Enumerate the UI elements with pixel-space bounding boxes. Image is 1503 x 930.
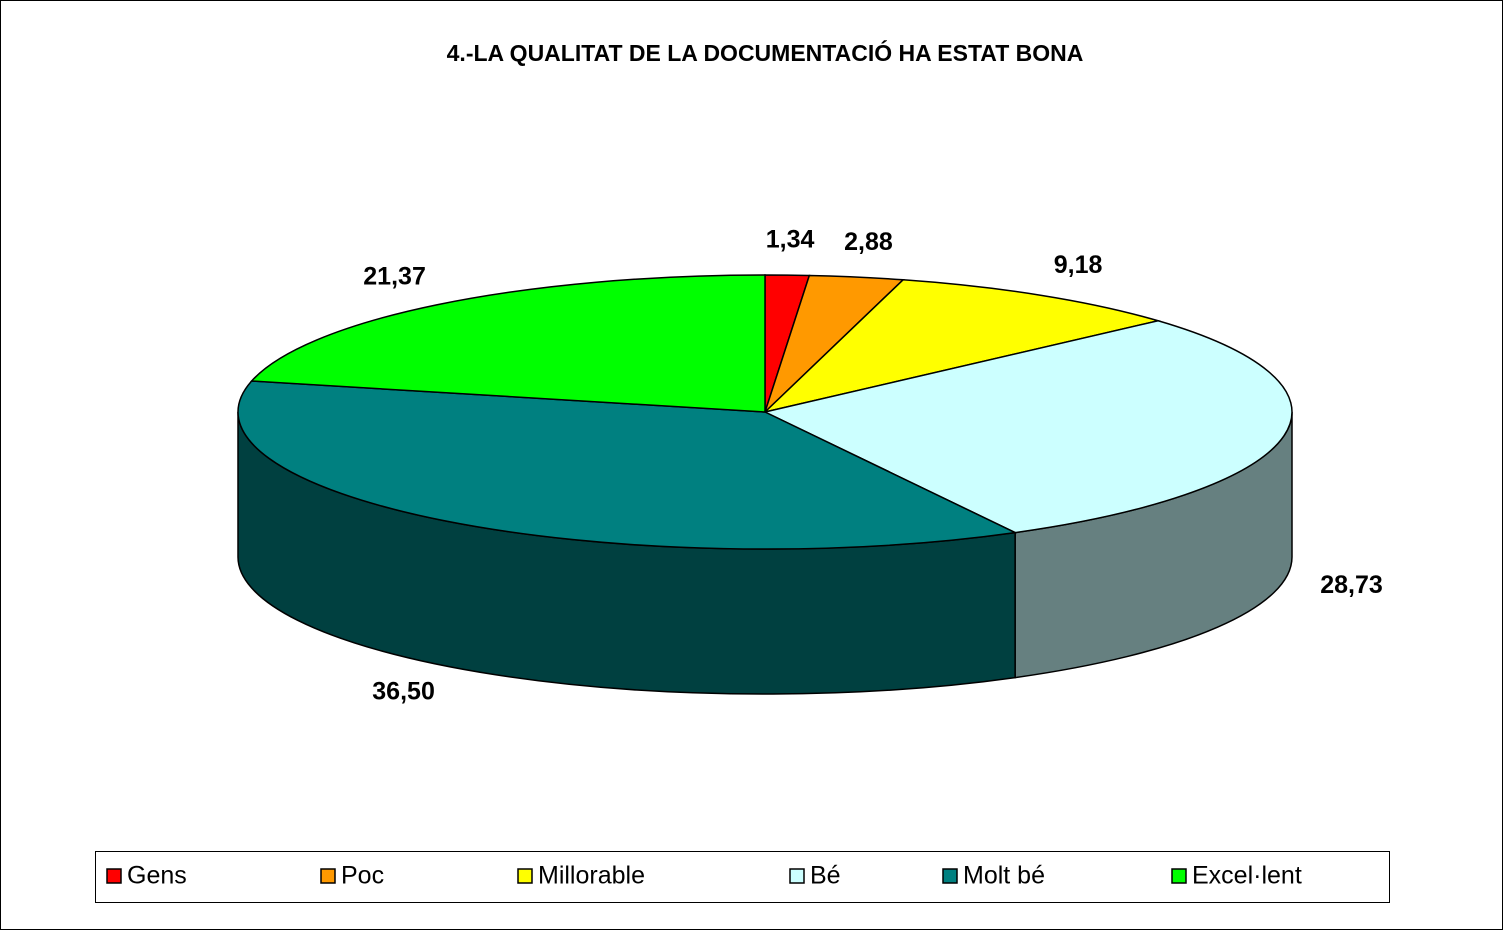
legend-swatch xyxy=(942,868,958,884)
pie-slice xyxy=(250,274,766,413)
data-label: 2,88 xyxy=(844,228,893,256)
data-label: 1,34 xyxy=(766,226,815,254)
legend-label: Excel·lent xyxy=(1192,862,1302,890)
chart-title: 4.-LA QUALITAT DE LA DOCUMENTACIÓ HA EST… xyxy=(447,39,1084,66)
legend-swatch xyxy=(789,868,805,884)
data-label: 9,18 xyxy=(1054,251,1103,279)
data-label: 36,50 xyxy=(372,678,435,706)
data-label: 28,73 xyxy=(1320,571,1383,599)
legend-label: Poc xyxy=(341,862,384,890)
legend-label: Bé xyxy=(810,862,841,890)
legend-swatch xyxy=(106,868,122,884)
data-label: 21,37 xyxy=(363,263,426,291)
legend-swatch xyxy=(517,868,533,884)
legend-swatch xyxy=(1171,868,1187,884)
pie-slice xyxy=(762,319,1293,534)
legend-label: Gens xyxy=(127,862,187,890)
pie-slice xyxy=(237,380,1018,550)
legend-label: Millorable xyxy=(538,862,645,890)
legend-label: Molt bé xyxy=(963,862,1045,890)
pie-slice xyxy=(762,279,1162,414)
legend-swatch xyxy=(320,868,336,884)
